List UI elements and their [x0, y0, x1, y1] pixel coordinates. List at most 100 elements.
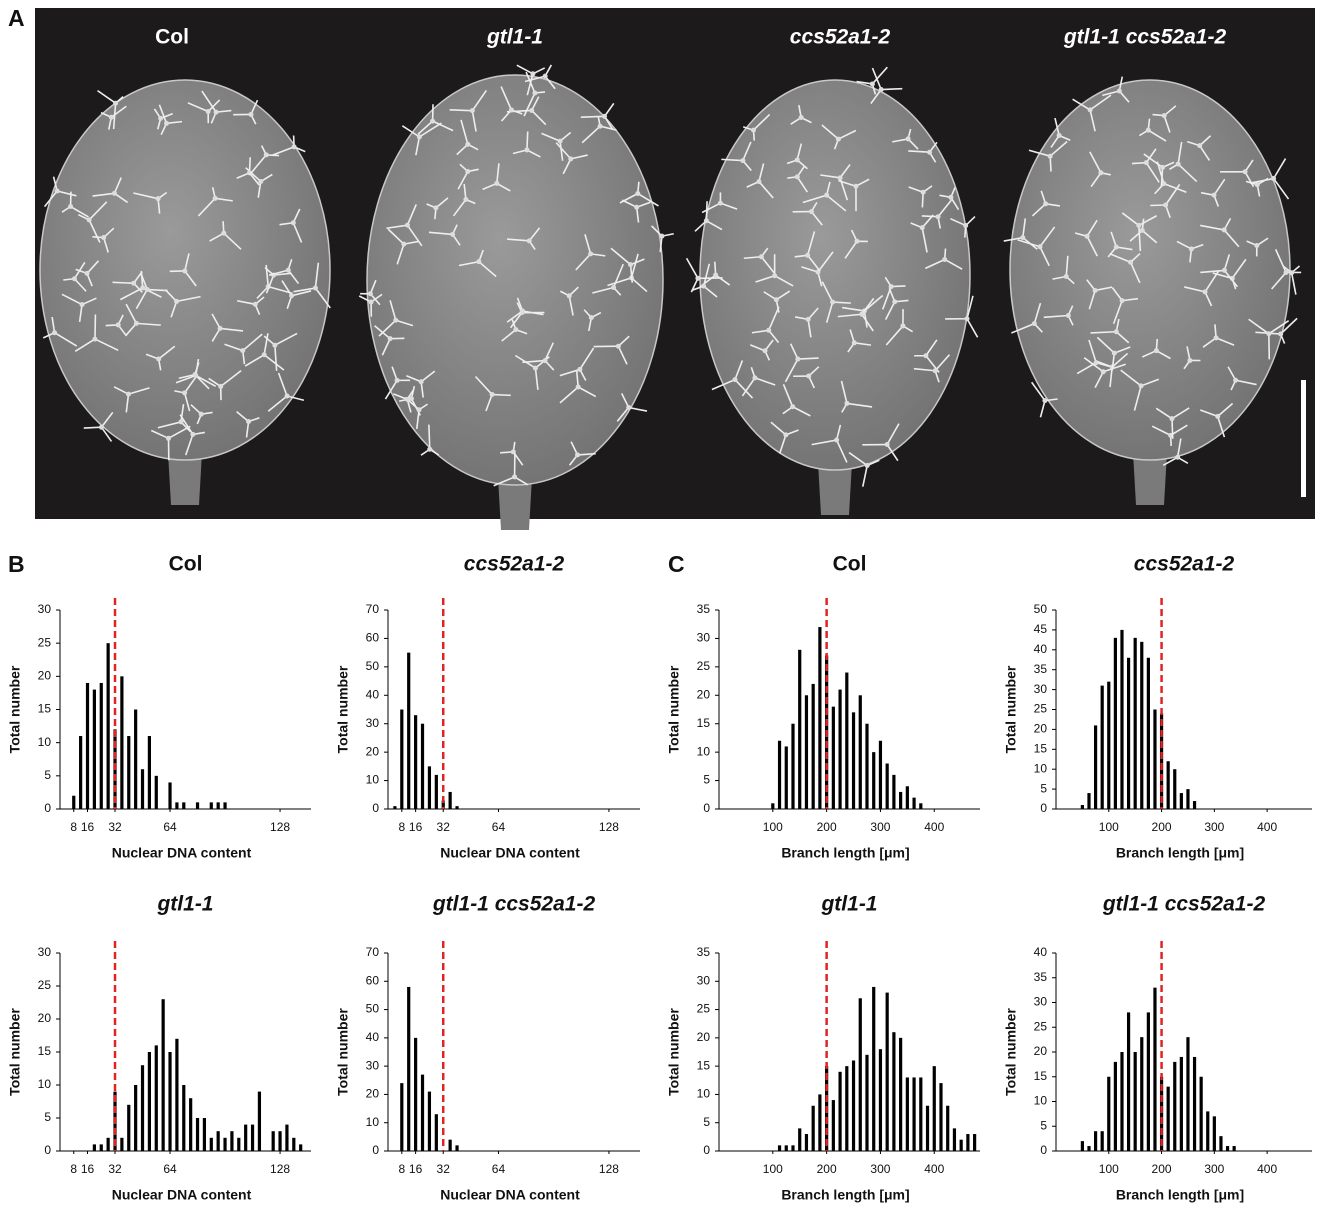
- trichome-base: [1056, 132, 1062, 138]
- trichome-branch: [881, 87, 903, 91]
- trichome-base: [476, 259, 482, 265]
- trichome-branch: [179, 414, 194, 435]
- trichome: [113, 386, 150, 413]
- trichome-branch: [272, 146, 295, 156]
- trichome-base: [113, 100, 119, 106]
- trichome-branch: [711, 378, 736, 391]
- trichome-base: [773, 297, 779, 303]
- trichome-branch: [837, 313, 862, 318]
- trichome-branch: [1199, 145, 1211, 161]
- bar: [777, 740, 782, 809]
- trichome-branch: [1150, 204, 1166, 207]
- bar: [1093, 1131, 1098, 1151]
- y-tick-label: 30: [1034, 995, 1048, 1009]
- trichome-base: [853, 183, 859, 189]
- trichome-branch: [767, 306, 780, 331]
- trichome: [43, 176, 77, 208]
- bar: [851, 1060, 856, 1151]
- trichome-base: [427, 446, 433, 452]
- bar: [244, 1124, 248, 1151]
- y-axis-title: Total number: [1003, 1008, 1019, 1096]
- trichome-branch: [73, 278, 87, 292]
- trichome-branch: [802, 194, 827, 204]
- trichome-base: [923, 353, 929, 359]
- bar: [1192, 1056, 1197, 1151]
- bar: [1080, 1141, 1084, 1151]
- trichome: [786, 143, 808, 170]
- bar: [878, 1049, 883, 1151]
- trichome-branch: [384, 379, 398, 400]
- trichome-base: [193, 372, 199, 378]
- trichome-base: [927, 149, 933, 155]
- y-tick-label: 30: [38, 602, 52, 616]
- y-tick-label: 5: [703, 773, 710, 787]
- trichome: [1250, 158, 1290, 200]
- trichome: [248, 145, 280, 176]
- trichome-branch: [1102, 90, 1120, 97]
- trichome-branch: [1086, 219, 1098, 237]
- trichome: [135, 272, 168, 310]
- trichome-branch: [150, 429, 169, 440]
- trichome-branch: [1199, 409, 1218, 418]
- bar: [1146, 657, 1150, 809]
- trichome-base: [182, 390, 188, 396]
- trichome-branch: [1272, 178, 1290, 200]
- trichome-branch: [125, 322, 137, 337]
- bar: [400, 709, 404, 809]
- trichome-branch: [1088, 339, 1097, 363]
- trichome: [174, 374, 198, 412]
- trichome-branch: [577, 386, 597, 398]
- bar: [865, 1054, 869, 1151]
- bar: [905, 1077, 909, 1151]
- trichome-branch: [1003, 236, 1023, 242]
- trichome-branch: [579, 347, 595, 370]
- trichome-branch: [1129, 229, 1143, 242]
- trichome-branch: [78, 304, 83, 322]
- trichome-branch: [628, 406, 648, 412]
- trichome: [175, 358, 217, 387]
- bar: [784, 746, 788, 809]
- bar: [845, 672, 849, 809]
- trichome-branch: [921, 227, 928, 253]
- bar: [216, 1131, 220, 1151]
- trichome-branch: [501, 328, 517, 342]
- bar: [1087, 1146, 1091, 1151]
- trichome: [201, 90, 232, 124]
- trichome-branch: [403, 240, 420, 245]
- trichome-branch: [842, 306, 865, 312]
- trichome: [691, 263, 718, 298]
- bar: [393, 806, 397, 809]
- bar: [106, 1137, 110, 1151]
- bar: [257, 1091, 262, 1151]
- trichome-base: [404, 396, 410, 402]
- x-tick-label: 32: [108, 1162, 122, 1176]
- trichome: [801, 251, 834, 287]
- trichome-base: [155, 196, 161, 202]
- trichome-branch: [925, 339, 938, 357]
- trichome-base: [205, 109, 211, 115]
- trichome: [881, 276, 906, 310]
- trichome: [100, 105, 127, 130]
- trichome-base: [416, 407, 422, 413]
- trichome-branch: [685, 257, 699, 279]
- trichome-branch: [577, 452, 596, 456]
- trichome-base: [1169, 416, 1175, 422]
- trichome-base: [469, 108, 475, 114]
- trichome-branch: [135, 289, 148, 310]
- trichome-branch: [1202, 337, 1217, 348]
- trichome-branch: [387, 228, 405, 245]
- trichome-base: [1111, 350, 1117, 356]
- bar: [168, 1052, 172, 1151]
- trichome-base: [566, 293, 572, 299]
- trichome-branch: [534, 367, 539, 390]
- trichome-base: [1271, 176, 1277, 182]
- trichome-base: [1143, 160, 1149, 166]
- trichome: [428, 224, 461, 246]
- trichome: [493, 453, 529, 487]
- x-tick-label: 16: [81, 1162, 95, 1176]
- leaf: [1009, 79, 1291, 461]
- bar: [154, 1045, 158, 1151]
- trichome: [1169, 141, 1198, 183]
- trichome-branch: [184, 270, 197, 287]
